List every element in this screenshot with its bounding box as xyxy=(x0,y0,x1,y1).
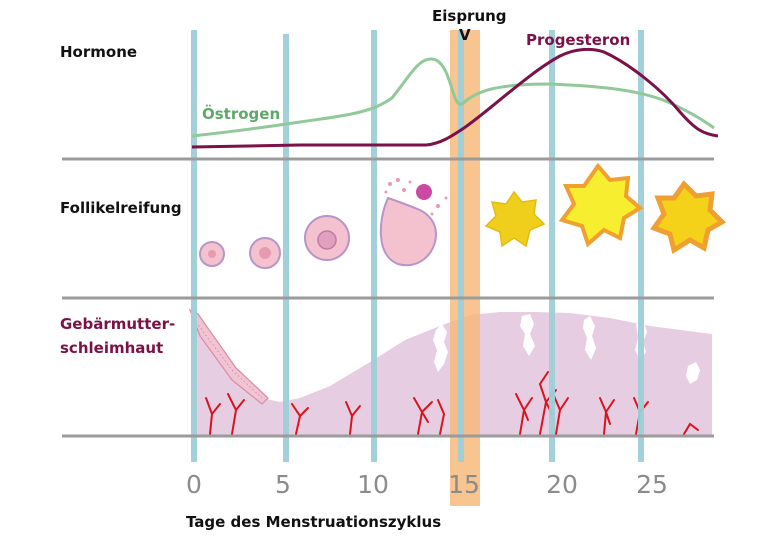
follicle-rupturing xyxy=(379,178,448,267)
tick-label: 20 xyxy=(546,470,578,499)
ovulation-band xyxy=(450,30,480,506)
progesterone-curve xyxy=(191,47,719,149)
progesterone-label: Progesteron xyxy=(526,31,630,49)
hormones-label: Hormone xyxy=(60,43,137,61)
endometrium-label-line2: schleimhaut xyxy=(60,339,163,357)
x-axis-title: Tage des Menstruationszyklus xyxy=(186,513,441,531)
tick-label: 25 xyxy=(636,470,668,499)
oestrogen-label: Östrogen xyxy=(202,104,280,123)
endometrium-label-line1: Gebärmutter- xyxy=(60,315,175,333)
follicle-stage-3 xyxy=(304,215,350,261)
blood-vessels xyxy=(205,371,699,435)
shed-lining-strip xyxy=(188,308,269,405)
follicle-stage-2 xyxy=(249,237,281,269)
day-lines xyxy=(191,30,644,462)
tick-label: 10 xyxy=(357,470,389,499)
shed-lining-dots xyxy=(195,321,263,399)
corpus-luteum-1 xyxy=(484,190,546,248)
corpus-luteum-2 xyxy=(558,162,644,248)
corpus-luteum-3 xyxy=(650,180,727,254)
separators xyxy=(62,157,714,438)
follicle-label: Follikelreifung xyxy=(60,199,182,217)
tick-label: 0 xyxy=(186,470,202,499)
oestrogen-curve xyxy=(191,57,715,138)
follicle-stage-1 xyxy=(199,241,225,267)
tick-label: 5 xyxy=(275,470,291,499)
ovulation-label: Eisprung xyxy=(432,7,507,25)
tick-label: 15 xyxy=(448,470,480,499)
ovulation-marker: V xyxy=(459,26,471,44)
